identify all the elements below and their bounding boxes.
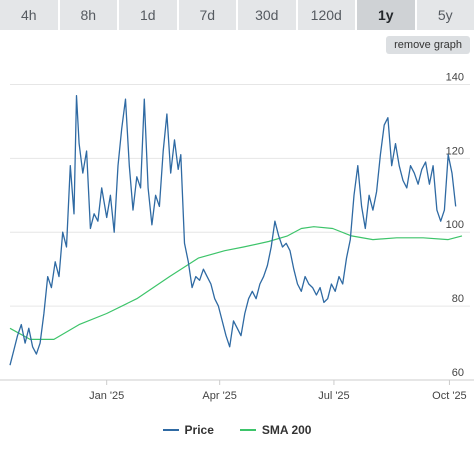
- timeframe-tabs: 4h 8h 1d 7d 30d 120d 1y 5y: [0, 0, 474, 30]
- tab-1d[interactable]: 1d: [119, 0, 179, 30]
- tab-4h[interactable]: 4h: [0, 0, 60, 30]
- x-axis-ticks: Jan '25 Apr '25 Jul '25 Oct '25: [89, 380, 467, 402]
- tab-5y[interactable]: 5y: [416, 0, 474, 30]
- remove-graph-button[interactable]: remove graph: [386, 36, 470, 54]
- price-chart: 60 80 100 120 140 Jan '25 Apr '25 Jul '25 Oct '…: [0, 71, 474, 402]
- sma-200-line: [9, 226, 463, 340]
- legend-label-price: Price: [184, 423, 214, 437]
- tab-120d[interactable]: 120d: [297, 0, 357, 30]
- y-tick-label: 100: [446, 219, 464, 231]
- legend-item-price[interactable]: Price: [162, 423, 214, 437]
- x-tick-label: Jan '25: [89, 390, 124, 402]
- grid-lines: [0, 83, 474, 381]
- legend-swatch-price: [162, 429, 179, 431]
- x-tick-label: Apr '25: [202, 390, 237, 402]
- y-tick-label: 60: [452, 367, 464, 379]
- tab-1y[interactable]: 1y: [357, 0, 417, 30]
- legend-label-sma: SMA 200: [261, 423, 312, 437]
- legend-swatch-sma: [239, 429, 256, 431]
- legend-item-sma[interactable]: SMA 200: [239, 423, 312, 437]
- y-tick-label: 140: [446, 71, 464, 83]
- y-tick-label: 120: [446, 145, 464, 157]
- y-axis-ticks: 60 80 100 120 140: [446, 71, 464, 379]
- x-tick-label: Oct '25: [432, 390, 467, 402]
- legend: Price SMA 200: [0, 420, 474, 440]
- series-lines: [9, 94, 463, 366]
- price-line: [9, 94, 457, 366]
- tab-8h[interactable]: 8h: [59, 0, 119, 30]
- x-tick-label: Jul '25: [318, 390, 349, 402]
- y-tick-label: 80: [452, 293, 464, 305]
- tab-30d[interactable]: 30d: [238, 0, 298, 30]
- tab-7d[interactable]: 7d: [178, 0, 238, 30]
